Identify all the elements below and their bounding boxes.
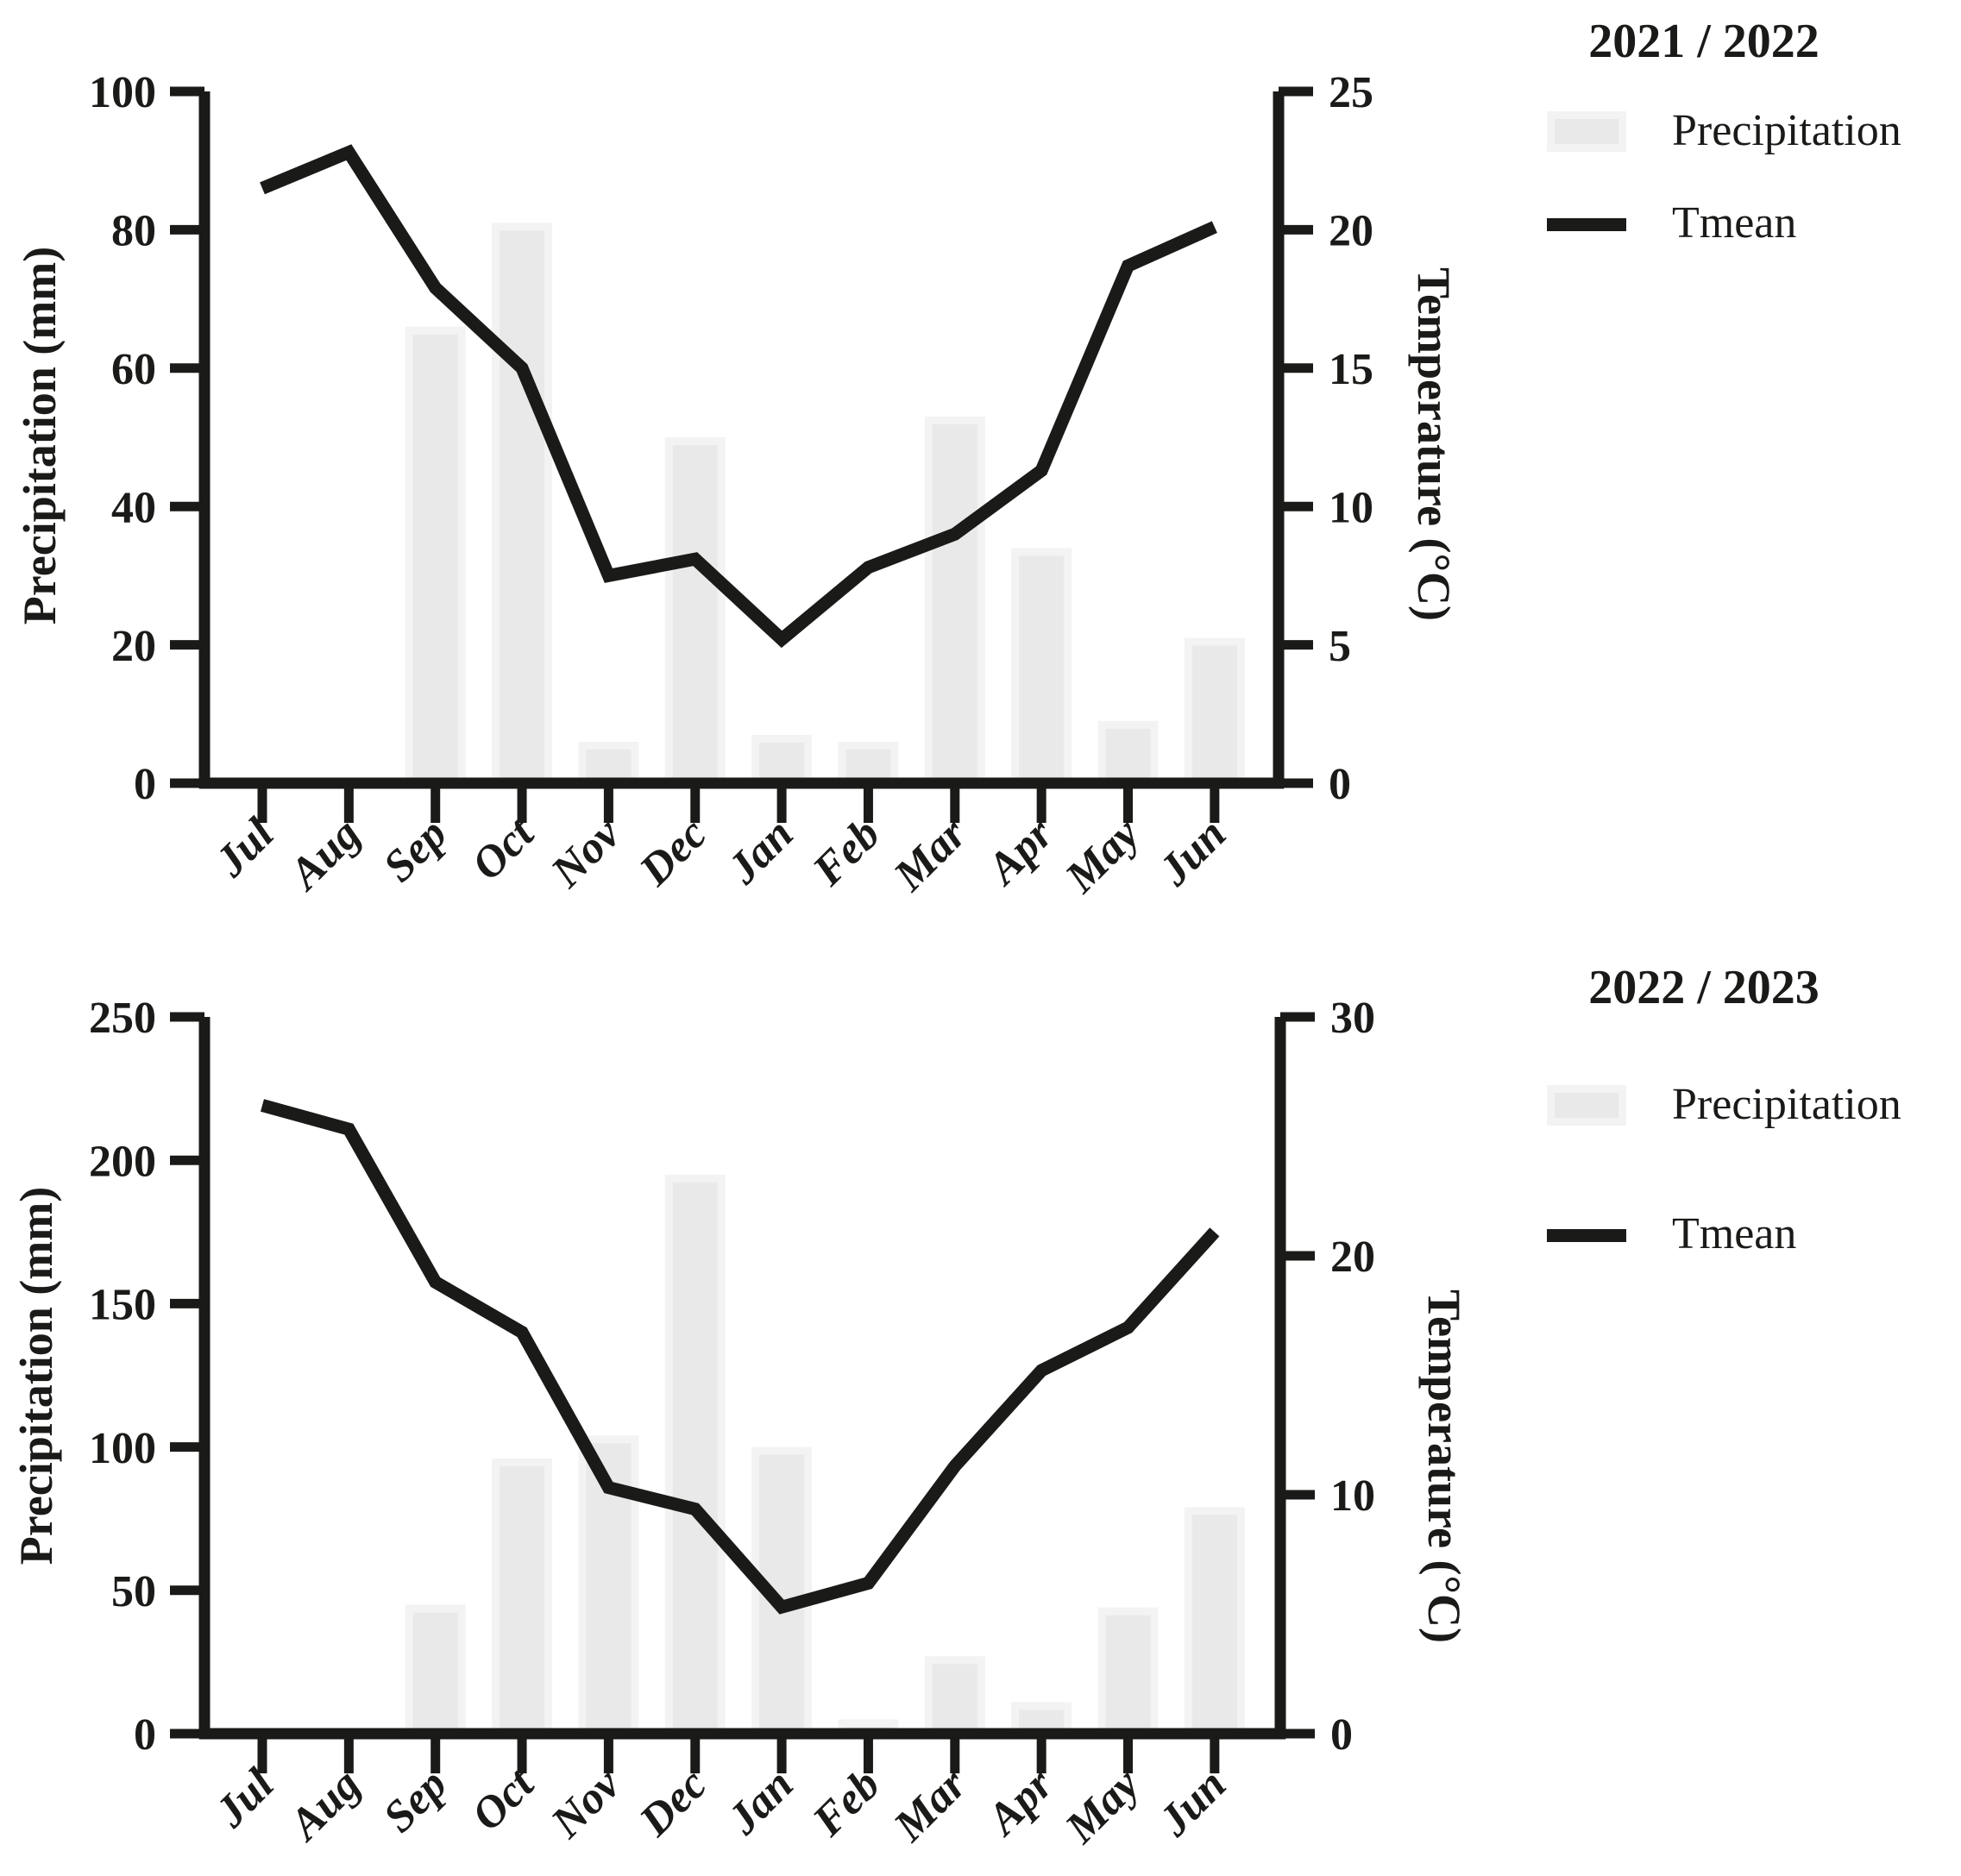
bar-inner-Feb (845, 749, 891, 783)
panel2-tmean-legend-label: Tmean (1672, 1209, 1797, 1258)
left-tick-label-0: 0 (134, 760, 156, 809)
x-label-Oct: Oct (462, 808, 544, 889)
bar-inner-Mar (932, 1664, 977, 1734)
left-tick-label-100: 100 (89, 68, 156, 117)
x-label-Jan: Jan (718, 1760, 802, 1844)
panel1-tmean-swatch (1547, 218, 1626, 231)
left-tick-label-0: 0 (134, 1710, 156, 1760)
left-tick-label-200: 200 (89, 1137, 156, 1186)
bar-inner-Oct (500, 230, 545, 783)
bar-inner-May (1105, 728, 1151, 783)
left-tick-label-40: 40 (111, 483, 156, 532)
left-tick-label-20: 20 (111, 622, 156, 671)
x-label-Aug: Aug (279, 1760, 370, 1851)
bar-inner-Mar (932, 424, 977, 783)
tmean-line (260, 144, 1217, 649)
bar-inner-Oct (500, 1465, 545, 1734)
x-label-Jun: Jun (1149, 809, 1235, 895)
right-tick-label-25: 25 (1329, 68, 1373, 117)
left-tick-label-100: 100 (89, 1424, 156, 1473)
bar-inner-Jun (1191, 1515, 1237, 1734)
x-label-Mar: Mar (884, 809, 977, 901)
left-tick-label-250: 250 (89, 994, 156, 1043)
x-label-Jul: Jul (205, 1760, 283, 1837)
x-label-Sep: Sep (374, 1760, 456, 1841)
panel2-right-axis-title: Temperature (°C) (1418, 1289, 1470, 1644)
precipitation-bars (405, 1174, 1245, 1734)
x-label-Feb: Feb (803, 1760, 889, 1846)
right-tick-label-0: 0 (1330, 1710, 1353, 1760)
panel2-precipitation-swatch (1547, 1085, 1626, 1126)
x-label-May: May (1056, 809, 1150, 903)
bar-inner-Nov (586, 749, 632, 783)
left-tick-label-150: 150 (89, 1281, 156, 1330)
x-label-Jun: Jun (1149, 1760, 1235, 1846)
x-label-Jul: Jul (205, 809, 283, 887)
panel1-legend-title: 2021 / 2022 (1588, 15, 1820, 68)
panel2-precipitation-legend-label: Precipitation (1672, 1080, 1901, 1129)
bar-inner-Sep (412, 334, 458, 783)
right-tick-label-30: 30 (1330, 994, 1375, 1043)
axes (198, 1017, 1286, 1740)
left-tick-label-80: 80 (111, 207, 156, 256)
panel2-tmean-swatch (1547, 1229, 1626, 1242)
panel1-left-axis-title: Precipitation (mm) (14, 246, 66, 625)
x-label-Feb: Feb (803, 809, 889, 895)
panel2-legend-title: 2022 / 2023 (1588, 961, 1820, 1014)
panel1-tmean-legend-label: Tmean (1672, 198, 1797, 248)
x-label-Dec: Dec (630, 809, 716, 895)
x-label-Apr: Apr (977, 1760, 1063, 1846)
right-tick-label-15: 15 (1329, 345, 1373, 394)
right-tick-label-20: 20 (1330, 1233, 1375, 1282)
right-tick-label-20: 20 (1329, 207, 1373, 256)
precipitation-bars (405, 223, 1245, 783)
panel1-precipitation-swatch (1547, 111, 1626, 152)
x-label-Oct: Oct (462, 1759, 544, 1840)
bar-inner-Jan (759, 742, 805, 783)
left-tick-label-50: 50 (111, 1567, 156, 1616)
panel1-right-axis-title: Temperature (°C) (1408, 267, 1460, 622)
x-label-Aug: Aug (279, 809, 370, 900)
bar-inner-Apr (1019, 555, 1065, 783)
panel2-left-axis-title: Precipitation (mm) (10, 1186, 62, 1565)
bar-inner-Dec (672, 1182, 718, 1734)
bar-inner-Sep (412, 1612, 458, 1734)
bar-inner-Dec (672, 445, 718, 783)
right-tick-label-0: 0 (1329, 760, 1351, 809)
right-tick-label-5: 5 (1329, 622, 1351, 671)
x-label-May: May (1056, 1760, 1150, 1854)
x-label-Dec: Dec (630, 1760, 716, 1846)
bar-inner-Jun (1191, 645, 1237, 783)
x-label-Mar: Mar (884, 1760, 977, 1852)
left-tick-label-60: 60 (111, 345, 156, 394)
axes (198, 91, 1285, 789)
panel1-precipitation-legend-label: Precipitation (1672, 106, 1901, 155)
right-tick-label-10: 10 (1329, 483, 1373, 532)
x-label-Apr: Apr (977, 809, 1063, 895)
tmean-line (261, 1099, 1220, 1615)
x-label-Nov: Nov (542, 1760, 631, 1848)
x-label-Jan: Jan (718, 809, 802, 894)
right-tick-label-10: 10 (1330, 1471, 1375, 1521)
x-label-Nov: Nov (542, 809, 631, 898)
x-label-Sep: Sep (374, 809, 456, 891)
bar-inner-May (1105, 1615, 1151, 1734)
